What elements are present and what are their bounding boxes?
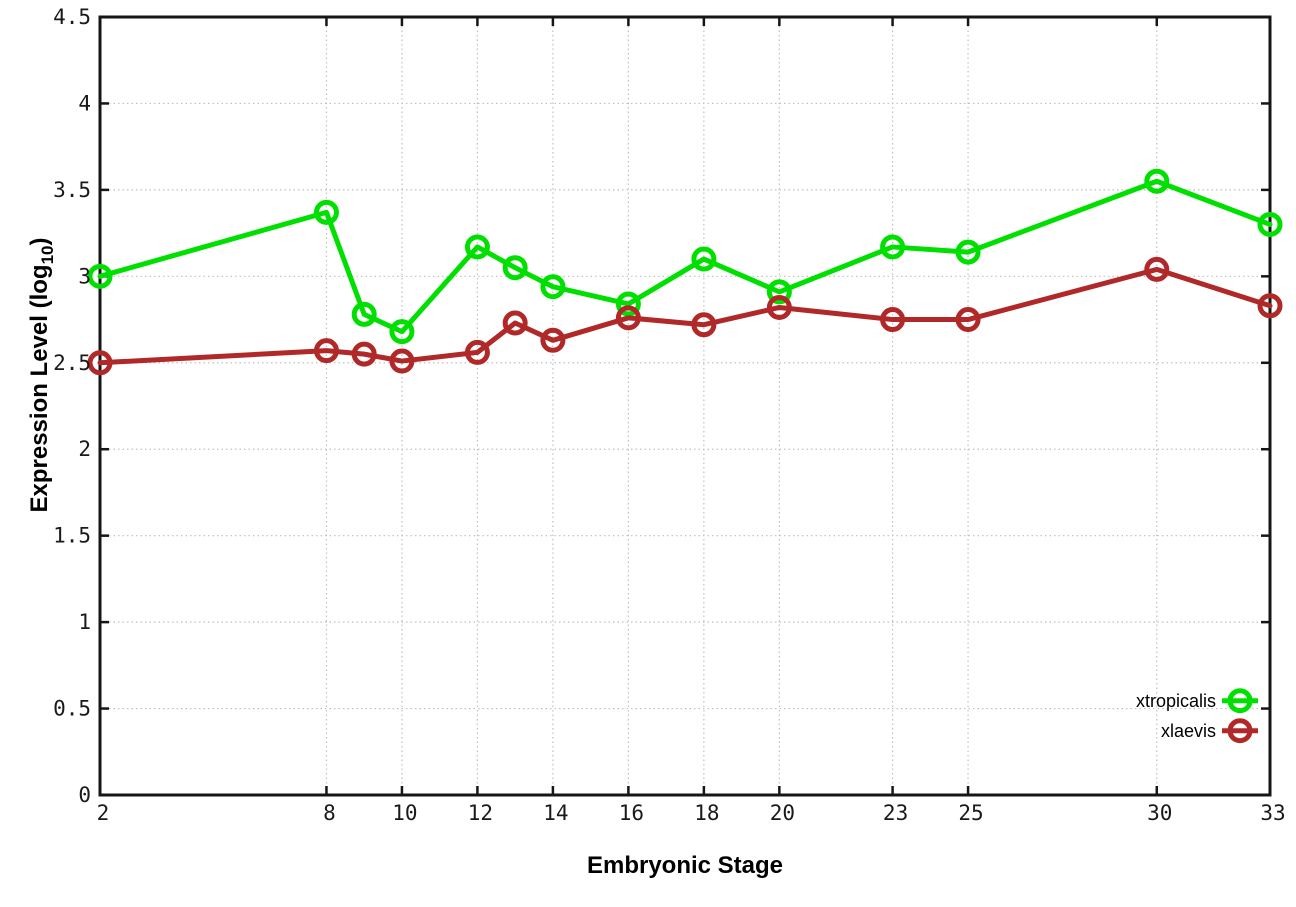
xtropicalis-data-point (1144, 168, 1170, 194)
x-tick-label: 25 (958, 801, 983, 825)
x-tick-label: 23 (883, 801, 908, 825)
y-tick-label: 0 (78, 783, 91, 807)
xlaevis-data-point (389, 348, 415, 374)
x-tick-label: 20 (770, 801, 795, 825)
xlaevis-data-point (1144, 256, 1170, 282)
xtropicalis-data-point (389, 319, 415, 345)
xlaevis-data-point (502, 310, 528, 336)
legend-label-xlaevis: xlaevis (1161, 721, 1216, 741)
xlaevis-data-point (313, 338, 339, 364)
x-tick-label: 12 (468, 801, 493, 825)
gridlines (100, 17, 1270, 795)
xtropicalis-data-point (313, 199, 339, 225)
x-tick-label: 16 (619, 801, 644, 825)
xtropicalis-data-point (351, 301, 377, 327)
x-tick-label: 8 (323, 801, 336, 825)
x-tick-label: 14 (543, 801, 568, 825)
plot-box (98, 15, 1272, 797)
y-axis-title: Expression Level (log10) (26, 238, 57, 513)
legend-item-xlaevis: xlaevis (1161, 718, 1258, 744)
data-series (87, 168, 1283, 376)
axis-ticks (98, 15, 1272, 797)
y-tick-label: 4 (78, 91, 91, 115)
xlaevis-data-point (464, 339, 490, 365)
xlaevis-data-point (1257, 293, 1283, 319)
xlaevis-line (97, 266, 1273, 366)
xtropicalis-data-point (502, 255, 528, 281)
legend-label-xtropicalis: xtropicalis (1136, 691, 1216, 711)
xtropicalis-line (97, 178, 1273, 335)
xlaevis-data-point (766, 294, 792, 320)
legend-marker-xtropicalis (1227, 688, 1253, 714)
xtropicalis-data-point (540, 274, 566, 300)
x-tick-label: 18 (694, 801, 719, 825)
legend-marker-xlaevis (1227, 718, 1253, 744)
xlaevis-data-point (87, 350, 113, 376)
plot-border (98, 15, 1272, 797)
xtropicalis-data-point (615, 291, 641, 317)
y-tick-label: 3 (78, 264, 91, 288)
x-axis-title: Embryonic Stage (587, 852, 783, 879)
xlaevis-data-point (615, 305, 641, 331)
y-tick-label: 2.5 (53, 351, 91, 375)
xtropicalis-data-point (87, 263, 113, 289)
y-tick-label: 1.5 (53, 524, 91, 548)
xtropicalis-data-point (955, 239, 981, 265)
legend: xtropicalis xlaevis (1136, 688, 1258, 744)
xtropicalis-data-point (880, 234, 906, 260)
xlaevis-data-point (880, 307, 906, 333)
xtropicalis-data-point (766, 279, 792, 305)
xlaevis-data-point (691, 312, 717, 338)
x-tick-label: 33 (1260, 801, 1285, 825)
y-tick-label: 2 (78, 437, 91, 461)
xtropicalis-data-point (1257, 211, 1283, 237)
xtropicalis-data-point (691, 246, 717, 272)
y-tick-label: 4.5 (53, 5, 91, 29)
x-tick-label: 30 (1147, 801, 1172, 825)
y-tick-label: 3.5 (53, 178, 91, 202)
y-tick-label: 0.5 (53, 697, 91, 721)
legend-item-xtropicalis: xtropicalis (1136, 688, 1258, 714)
xlaevis-data-point (351, 341, 377, 367)
xlaevis-data-point (955, 307, 981, 333)
x-tick-label: 2 (97, 801, 110, 825)
xlaevis-data-point (540, 327, 566, 353)
xtropicalis-data-point (464, 234, 490, 260)
tick-labels: 2 8 10 12 14 16 18 20 23 25 30 33 0 0.5 1 1.5 2 2.5 3 3.5 4 4… (53, 5, 1286, 825)
y-tick-label: 1 (78, 610, 91, 634)
x-tick-label: 10 (392, 801, 417, 825)
